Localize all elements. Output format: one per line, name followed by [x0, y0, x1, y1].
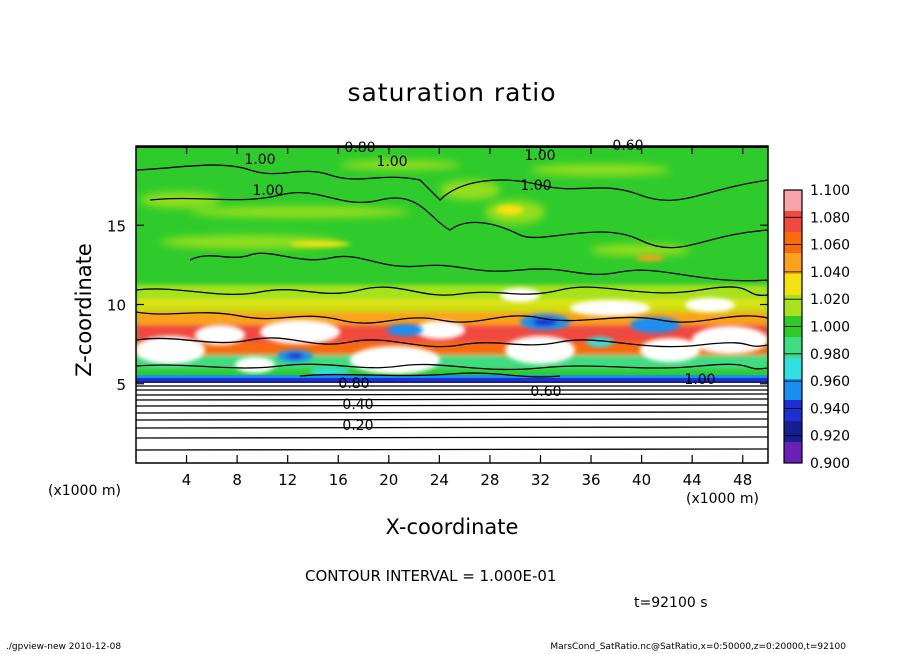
colorbar-tick-label: 0.920: [810, 429, 850, 445]
contour-label: 0.60: [530, 384, 561, 400]
colorbar-tick-label: 1.000: [810, 320, 850, 336]
colorbar-tick-label: 1.080: [810, 210, 850, 226]
contour-lines: [136, 164, 768, 451]
x-tick-label: 16: [329, 471, 348, 489]
colorbar-segment: [784, 400, 802, 422]
colorbar-tick-label: 0.960: [810, 374, 850, 390]
colorbar-segment: [784, 274, 802, 296]
contour-label: 0.80: [338, 376, 369, 392]
colorbar-tick-label: 0.980: [810, 347, 850, 363]
x-tick-label: 48: [733, 471, 752, 489]
x-tick-label: 36: [581, 471, 600, 489]
contour-label: 0.20: [342, 418, 373, 434]
colorbar: 1.100 1.080 1.060 1.040 1.020 1.000 0.980 0.960…: [783, 183, 850, 472]
colorbar-segment: [784, 253, 802, 275]
contour-label: 1.00: [520, 178, 551, 194]
colorbar-segment: [784, 190, 802, 212]
contour-label: 0.60: [612, 138, 643, 154]
x-tick-label: 12: [278, 471, 297, 489]
footer-left: ./gpview-new 2010-12-08: [6, 642, 122, 652]
colorbar-tick-label: 1.020: [810, 292, 850, 308]
colorbar-segment: [784, 295, 802, 317]
x-tick-label: 28: [480, 471, 499, 489]
x-tick-label: 8: [232, 471, 242, 489]
x-tick-label: 44: [683, 471, 702, 489]
colorbar-segment: [784, 337, 802, 359]
x-tick-label: 40: [632, 471, 651, 489]
x-axis-label: X-coordinate: [385, 515, 519, 539]
contour-label: 1.00: [376, 154, 407, 170]
x-tick-label: 32: [531, 471, 550, 489]
contour-label: 0.80: [344, 140, 375, 156]
y-tick-label: 5: [116, 376, 126, 394]
chart-title: saturation ratio: [347, 78, 557, 107]
colorbar-tick-label: 1.040: [810, 265, 850, 281]
x-tick-label: 4: [182, 471, 192, 489]
y-tick-label: 15: [107, 217, 126, 235]
x-tick-label: 24: [430, 471, 449, 489]
x-tick-label: 20: [379, 471, 398, 489]
contour-label: 1.00: [244, 152, 275, 168]
contour-interval-label: CONTOUR INTERVAL = 1.000E-01: [305, 567, 557, 585]
time-label: t=92100 s: [634, 595, 708, 611]
colorbar-segment: [784, 211, 802, 233]
x-unit-label-right: (x1000 m): [686, 491, 759, 507]
colorbar-tick-label: 1.100: [810, 183, 850, 199]
colorbar-tick-label: 1.060: [810, 238, 850, 254]
contour-labels: 0.80 0.601.00 1.00 1.001.00 1.001.000.80 0.60…: [244, 138, 715, 434]
colorbar-segment: [784, 421, 802, 443]
colorbar-tick-label: 0.940: [810, 401, 850, 417]
colorbar-tick-label: 0.900: [810, 456, 850, 472]
contour-label: 0.40: [342, 397, 373, 413]
contour-label: 1.00: [252, 183, 283, 199]
colorbar-segment: [784, 379, 802, 401]
contour-label: 1.00: [524, 148, 555, 164]
x-unit-label-left: (x1000 m): [48, 483, 121, 499]
footer-right: MarsCond_SatRatio.nc@SatRatio,x=0:50000,…: [550, 642, 846, 652]
colorbar-segment: [784, 442, 802, 464]
y-tick-label: 10: [107, 297, 126, 315]
colorbar-segment: [784, 358, 802, 380]
contour-label: 1.00: [684, 372, 715, 388]
colorbar-segment: [784, 232, 802, 254]
